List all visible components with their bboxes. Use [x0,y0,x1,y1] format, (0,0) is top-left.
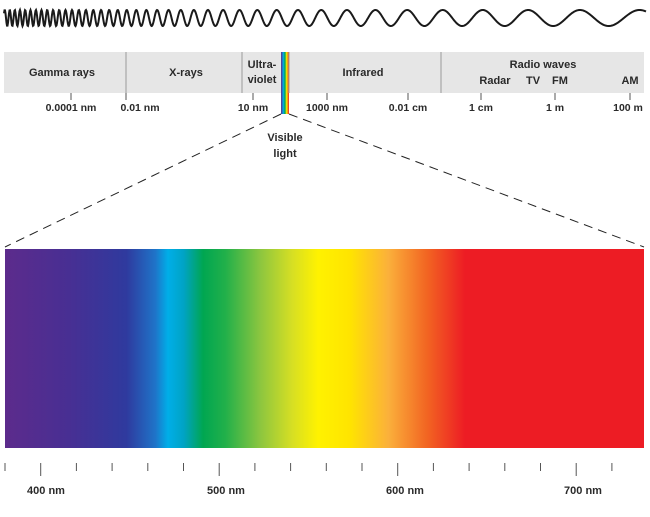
band-label-xray: X-rays [169,67,203,79]
scale-label: 1 cm [469,102,493,114]
scale-label: 100 m [613,102,643,114]
scale-label: 0.01 cm [389,102,428,114]
nm-label: 600 nm [386,485,424,497]
visible-spectrum-bar [5,249,644,448]
radio-sub-am: AM [621,75,638,87]
scale-label: 0.01 nm [120,102,159,114]
nm-label: 700 nm [564,485,602,497]
radio-sub-radar: Radar [479,75,511,87]
nm-ticks [4,463,613,476]
visible-strip [281,52,289,114]
nm-label: 400 nm [27,485,65,497]
band-label-uv-1: Ultra- [248,59,277,71]
band-bar: Gamma rays X-rays Ultra- violet Infrared… [4,52,644,114]
expansion-line-left [4,113,282,248]
nm-label: 500 nm [207,485,245,497]
visible-light-label-1: Visible [267,132,302,144]
band-label-infrared: Infrared [343,67,384,79]
scale-label: 1 m [546,102,564,114]
wavelength-wave [3,7,647,29]
radio-sub-fm: FM [552,75,568,87]
radio-sub-tv: TV [526,75,541,87]
band-label-gamma: Gamma rays [29,67,95,79]
scale-label: 1000 nm [306,102,348,114]
scale-label: 0.0001 nm [46,102,97,114]
scale-label: 10 nm [238,102,268,114]
band-label-radio: Radio waves [510,59,577,71]
band-label-uv-2: violet [248,74,277,86]
wavelength-scale: 0.0001 nm 0.01 nm 10 nm 1000 nm 0.01 cm … [46,93,643,114]
expansion-line-right [288,113,645,248]
band-bar-bg [4,52,644,93]
visible-light-label-2: light [273,148,297,160]
